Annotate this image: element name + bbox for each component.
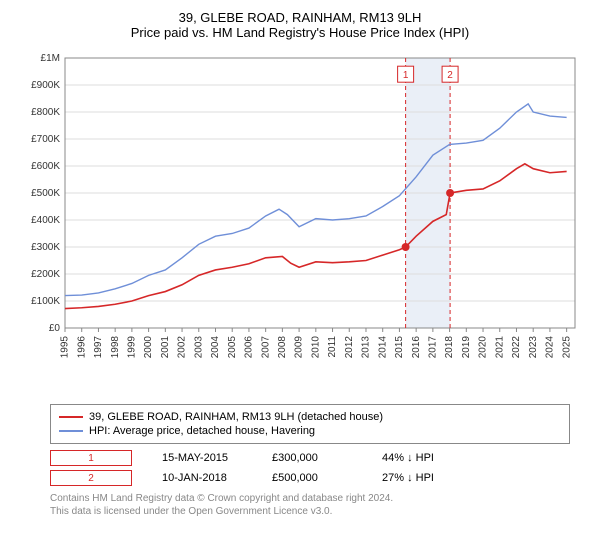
svg-text:1996: 1996: [76, 336, 87, 359]
svg-text:2004: 2004: [210, 336, 221, 359]
svg-text:£0: £0: [49, 323, 61, 334]
svg-text:2002: 2002: [177, 336, 188, 359]
svg-text:2023: 2023: [528, 336, 539, 359]
svg-text:2021: 2021: [494, 336, 505, 359]
svg-text:2010: 2010: [310, 336, 321, 359]
chart-subtitle: Price paid vs. HM Land Registry's House …: [10, 25, 590, 40]
svg-text:2014: 2014: [377, 336, 388, 359]
svg-text:1995: 1995: [60, 336, 71, 359]
svg-text:£300K: £300K: [31, 242, 60, 253]
svg-text:£400K: £400K: [31, 215, 60, 226]
transaction-marker-icon: 2: [50, 470, 132, 486]
svg-text:2011: 2011: [327, 336, 338, 358]
legend-label: 39, GLEBE ROAD, RAINHAM, RM13 9LH (detac…: [89, 411, 383, 423]
svg-text:£200K: £200K: [31, 269, 60, 280]
svg-text:2019: 2019: [461, 336, 472, 359]
svg-text:2001: 2001: [160, 336, 171, 359]
svg-text:£700K: £700K: [31, 134, 60, 145]
svg-text:2008: 2008: [277, 336, 288, 359]
svg-text:£800K: £800K: [31, 107, 60, 118]
svg-text:1998: 1998: [110, 336, 121, 359]
chart-container: £0 £100K £200K £300K £400K £500K £600K £700K £80…: [20, 48, 580, 398]
transaction-price: £300,000: [272, 452, 352, 464]
svg-text:2024: 2024: [545, 336, 556, 359]
legend: 39, GLEBE ROAD, RAINHAM, RM13 9LH (detac…: [50, 404, 570, 444]
transaction-marker-icon: 1: [50, 450, 132, 466]
svg-text:2003: 2003: [193, 336, 204, 359]
svg-text:2006: 2006: [244, 336, 255, 359]
svg-text:2000: 2000: [143, 336, 154, 359]
svg-text:2012: 2012: [344, 336, 355, 359]
svg-text:2013: 2013: [361, 336, 372, 359]
legend-item: 39, GLEBE ROAD, RAINHAM, RM13 9LH (detac…: [59, 411, 561, 423]
svg-text:2005: 2005: [227, 336, 238, 359]
transaction-delta: 44% ↓ HPI: [382, 452, 462, 464]
footer-line-2: This data is licensed under the Open Gov…: [50, 505, 570, 518]
svg-text:2025: 2025: [561, 336, 572, 359]
transaction-row: 2 10-JAN-2018 £500,000 27% ↓ HPI: [50, 470, 570, 486]
footer-attribution: Contains HM Land Registry data © Crown c…: [50, 492, 570, 518]
svg-text:2007: 2007: [260, 336, 271, 359]
svg-text:2009: 2009: [294, 336, 305, 359]
svg-text:2018: 2018: [444, 336, 455, 359]
svg-text:2016: 2016: [411, 336, 422, 359]
svg-text:2020: 2020: [478, 336, 489, 359]
transaction-price: £500,000: [272, 472, 352, 484]
svg-text:£500K: £500K: [31, 188, 60, 199]
legend-swatch: [59, 430, 83, 432]
svg-text:1997: 1997: [93, 336, 104, 359]
transactions-table: 1 15-MAY-2015 £300,000 44% ↓ HPI 2 10-JAN-201…: [50, 450, 570, 486]
price-chart: £0 £100K £200K £300K £400K £500K £600K £700K £80…: [20, 48, 580, 398]
transaction-date: 10-JAN-2018: [162, 472, 242, 484]
chart-title: 39, GLEBE ROAD, RAINHAM, RM13 9LH: [10, 10, 590, 25]
svg-text:2017: 2017: [428, 336, 439, 359]
legend-label: HPI: Average price, detached house, Have…: [89, 425, 315, 437]
transaction-date: 15-MAY-2015: [162, 452, 242, 464]
svg-text:£100K: £100K: [31, 296, 60, 307]
svg-text:2: 2: [447, 70, 453, 81]
svg-text:£900K: £900K: [31, 80, 60, 91]
transaction-delta: 27% ↓ HPI: [382, 472, 462, 484]
legend-item: HPI: Average price, detached house, Have…: [59, 425, 561, 437]
svg-text:1999: 1999: [127, 336, 138, 359]
svg-text:2015: 2015: [394, 336, 405, 359]
legend-swatch: [59, 416, 83, 418]
transaction-row: 1 15-MAY-2015 £300,000 44% ↓ HPI: [50, 450, 570, 466]
svg-text:2022: 2022: [511, 336, 522, 359]
svg-text:£600K: £600K: [31, 161, 60, 172]
footer-line-1: Contains HM Land Registry data © Crown c…: [50, 492, 570, 505]
svg-text:£1M: £1M: [41, 53, 60, 64]
svg-text:1: 1: [403, 70, 409, 81]
